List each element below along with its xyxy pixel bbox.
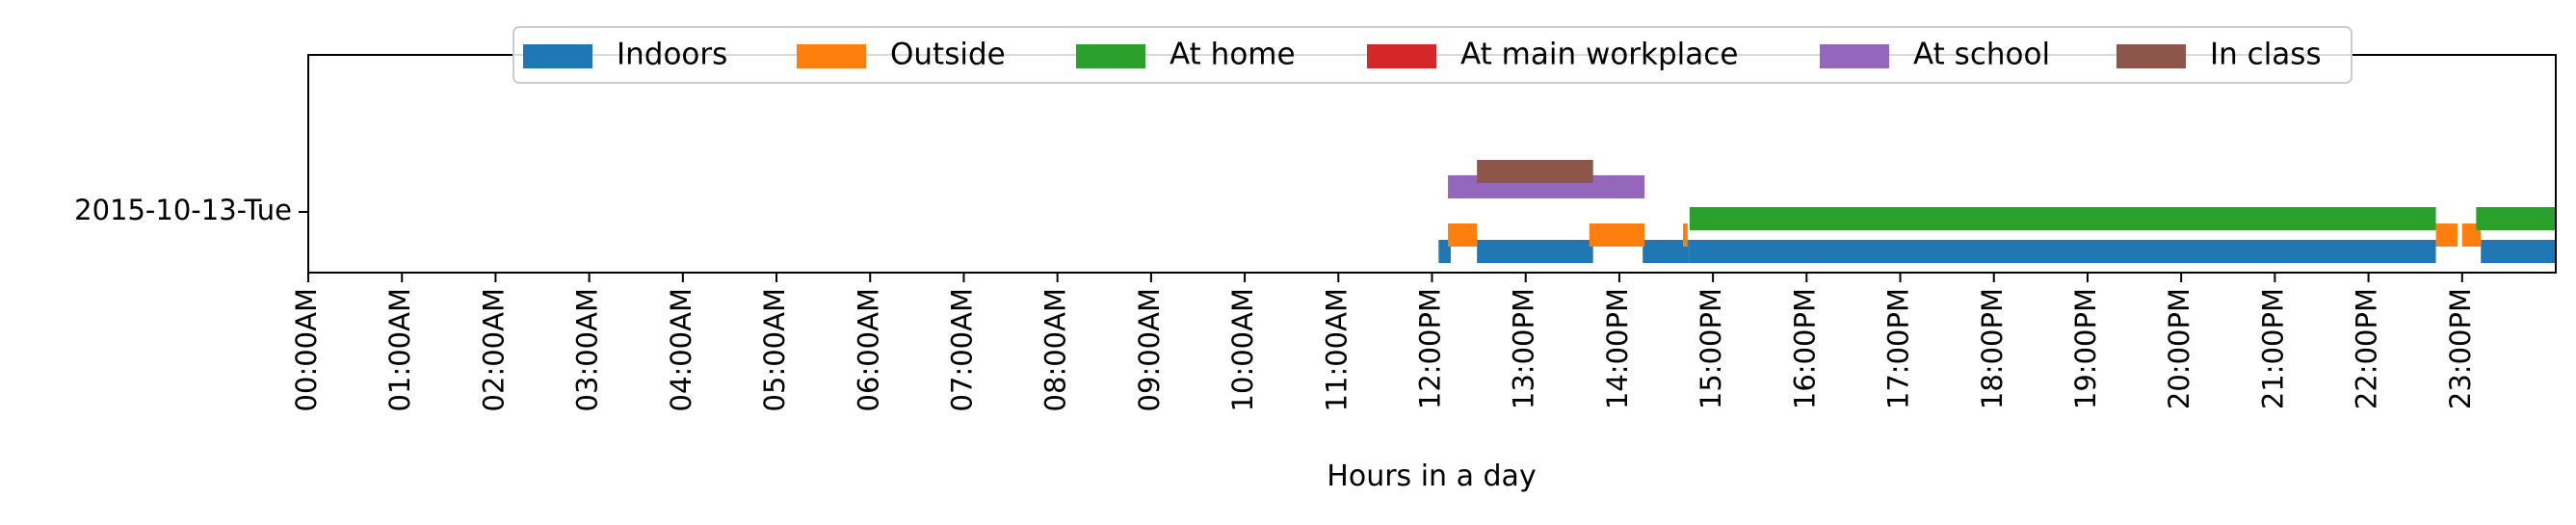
x-tick-label: 17:00PM: [1882, 288, 1915, 409]
legend-swatch: [1076, 44, 1145, 68]
x-tick-label: 22:00PM: [2351, 288, 2383, 409]
x-tick-label: 01:00AM: [383, 288, 416, 411]
bar-indoors-3: [1643, 240, 1690, 263]
x-tick-label: 08:00AM: [1039, 288, 1072, 411]
bar-indoors-2: [1477, 240, 1593, 263]
x-tick-label: 06:00AM: [852, 288, 884, 411]
x-tick-label: 10:00AM: [1226, 288, 1259, 411]
legend: Indoors Outside At home At main workplace At…: [513, 26, 2353, 84]
bar-outside-4: [2435, 223, 2458, 247]
x-tick-label: 03:00AM: [571, 288, 604, 411]
x-tick-label: 00:00AM: [290, 288, 323, 411]
legend-label: At home: [1170, 38, 1296, 72]
bar-indoors-5: [2481, 240, 2556, 263]
legend-label: Indoors: [617, 38, 727, 72]
bars-layer: [1438, 160, 2556, 263]
x-tick-label: 19:00PM: [2069, 288, 2102, 409]
y-axis: 2015-10-13-Tue: [74, 194, 308, 226]
x-tick-label: 21:00PM: [2256, 288, 2289, 409]
x-tick-label: 07:00AM: [945, 288, 978, 411]
legend-swatch: [1367, 44, 1436, 68]
x-tick-label: 18:00PM: [1976, 288, 2009, 409]
legend-swatch: [2116, 44, 2186, 68]
x-tick-label: 05:00AM: [758, 288, 791, 411]
x-tick-label: 20:00PM: [2163, 288, 2195, 409]
bar-indoors-4: [1689, 240, 2436, 263]
bar-outside-3: [1683, 223, 1688, 247]
x-axis: 00:00AM 01:00AM 02:00AM 03:00AM 04:00AM 05:00…: [290, 273, 2477, 411]
legend-swatch: [797, 44, 866, 68]
legend-label: In class: [2210, 38, 2322, 72]
x-tick-label: 23:00PM: [2444, 288, 2477, 409]
x-tick-label: 02:00AM: [477, 288, 510, 411]
legend-swatch: [1820, 44, 1889, 68]
x-tick-label: 11:00AM: [1320, 288, 1353, 411]
legend-swatch: [523, 44, 592, 68]
x-axis-label: Hours in a day: [1327, 459, 1536, 493]
x-tick-label: 04:00AM: [665, 288, 697, 411]
bar-at-home-2: [2476, 207, 2556, 230]
bar-outside-2: [1589, 223, 1645, 247]
x-tick-label: 12:00PM: [1414, 288, 1447, 409]
x-tick-label: 15:00PM: [1695, 288, 1727, 409]
x-tick-label: 13:00PM: [1508, 288, 1540, 409]
legend-label: Outside: [890, 38, 1006, 72]
bar-in-class-1: [1477, 160, 1593, 183]
bar-indoors-1: [1438, 240, 1451, 263]
x-tick-label: 14:00PM: [1601, 288, 1634, 409]
legend-label: At school: [1913, 38, 2050, 72]
plot-area: [308, 55, 2556, 273]
y-tick-label: 2015-10-13-Tue: [74, 194, 292, 226]
x-tick-label: 16:00PM: [1788, 288, 1821, 409]
bar-outside-1: [1448, 223, 1478, 247]
legend-label: At main workplace: [1460, 38, 1738, 72]
bar-at-home-1: [1689, 207, 2436, 230]
x-tick-label: 09:00AM: [1133, 288, 1166, 411]
